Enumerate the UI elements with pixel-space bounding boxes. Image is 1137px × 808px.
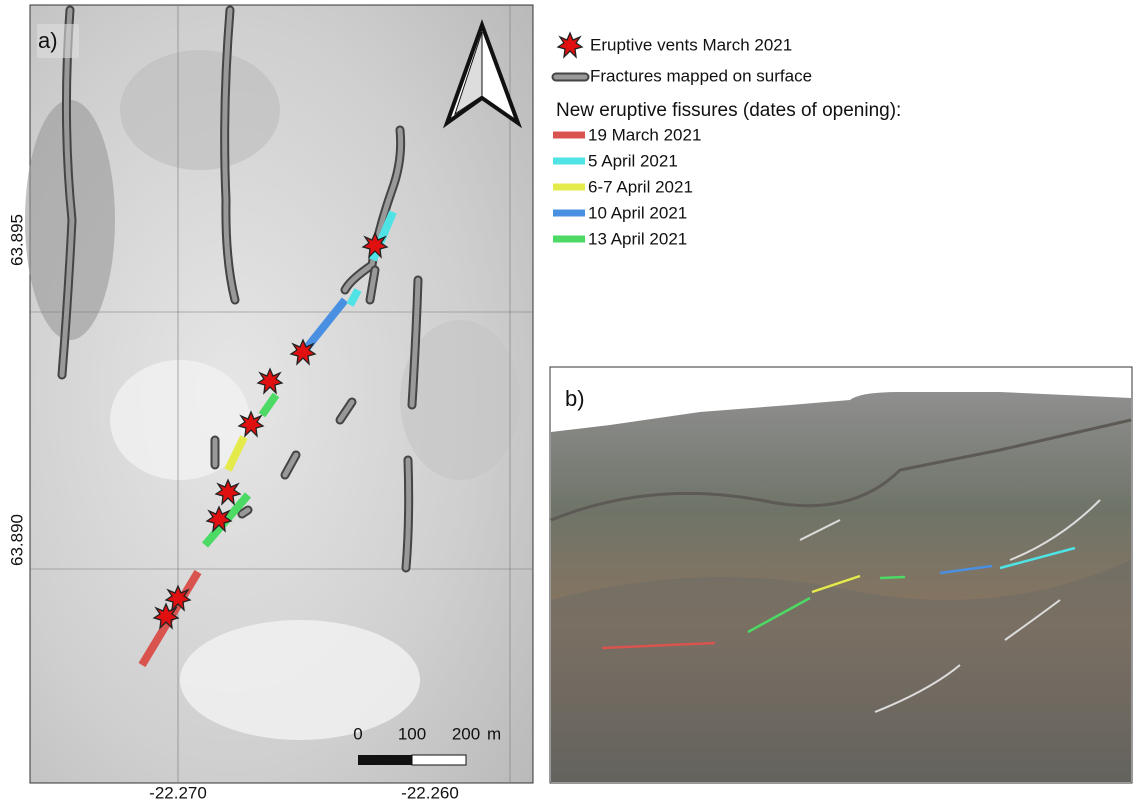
- fissure: [880, 577, 905, 578]
- legend-label: 5 April 2021: [588, 151, 678, 170]
- terrain: [551, 560, 1131, 782]
- legend-label: 6-7 April 2021: [588, 177, 693, 196]
- relief: [120, 50, 280, 170]
- lat-tick-label: 63.895: [7, 214, 26, 266]
- legend-label: 13 April 2021: [588, 229, 687, 248]
- panel-label: b): [565, 386, 585, 411]
- scale-unit: m: [487, 724, 501, 743]
- legend: Eruptive vents March 2021 Fractures mapp…: [553, 33, 901, 248]
- legend-label: Eruptive vents March 2021: [590, 35, 792, 54]
- figure: a) 0 100 200 m 63.895 63.890 -22.270 -22…: [0, 0, 1137, 803]
- relief: [180, 620, 420, 740]
- legend-label: Fractures mapped on surface: [590, 66, 812, 85]
- legend-label: 19 March 2021: [588, 125, 701, 144]
- legend-label: 10 April 2021: [588, 203, 687, 222]
- scale-label: 200: [452, 724, 480, 743]
- lat-tick-label: 63.890: [7, 514, 26, 566]
- legend-items: 19 March 2021 5 April 2021 6-7 April 2021 1…: [553, 125, 701, 248]
- panel-b: b): [550, 367, 1132, 783]
- panel-label: a): [38, 28, 58, 53]
- legend-heading: New eruptive fissures (dates of opening)…: [556, 100, 901, 121]
- scale-label: 100: [398, 724, 426, 743]
- lon-tick-label: -22.260: [401, 783, 459, 802]
- lon-tick-label: -22.270: [149, 783, 207, 802]
- panel-a: a) 0 100 200 m 63.895 63.890 -22.270 -22…: [7, 5, 533, 802]
- scale-label: 0: [353, 724, 362, 743]
